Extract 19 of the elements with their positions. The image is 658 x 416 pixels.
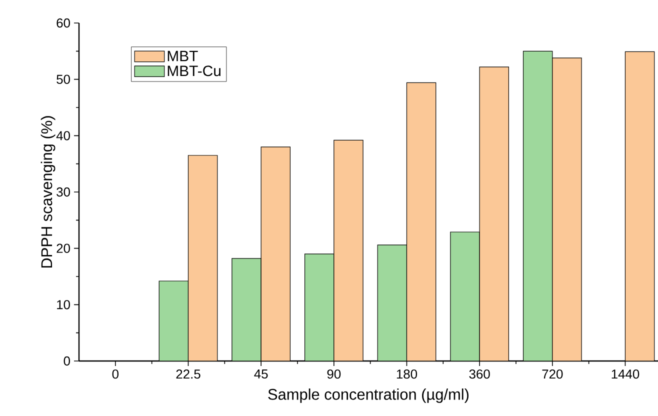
y-tick-label: 10	[57, 300, 70, 310]
legend-label: MBT	[168, 50, 198, 62]
x-axis-title: Sample concentration (µg/ml)	[268, 388, 469, 403]
x-tick-label: 0	[112, 370, 119, 379]
x-tick-label: 1440	[612, 370, 640, 379]
y-tick-label: 0	[64, 356, 70, 366]
legend-label: MBT-Cu	[168, 66, 220, 76]
x-tick-label: 720	[542, 370, 563, 379]
y-tick-label: 30	[56, 187, 70, 197]
x-tick-label: 180	[396, 370, 418, 379]
x-tick-label: 22.5	[176, 370, 200, 379]
x-tick-label: 90	[327, 370, 341, 379]
y-tick-label: 20	[56, 244, 70, 253]
y-axis-title: DPPH scavenging (%)	[40, 116, 56, 268]
x-tick-label: 45	[254, 370, 268, 379]
y-tick-label: 50	[56, 74, 70, 84]
y-tick-label: 60	[56, 18, 70, 28]
y-tick-label: 40	[56, 131, 70, 140]
x-tick-label: 360	[469, 370, 490, 379]
